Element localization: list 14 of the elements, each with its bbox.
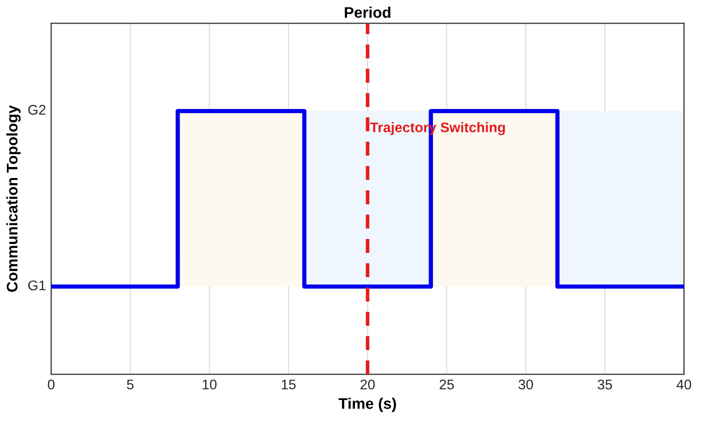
x-tick-label: 40 (676, 380, 692, 390)
x-tick-label: 0 (48, 380, 55, 390)
text: G2 (28, 104, 46, 115)
x-tick-label: 25 (440, 380, 454, 390)
x-tick-label: 10 (202, 380, 217, 390)
chart-title: Period (344, 6, 390, 18)
y-axis-title: Communication Topology (6, 105, 21, 292)
x-tick-label: 20 (360, 380, 375, 390)
x-axis-title: Time (s) (338, 398, 396, 412)
x-tick-label: 5 (126, 380, 134, 390)
text: G1 (28, 280, 46, 290)
x-tick-label: 30 (518, 380, 533, 390)
x-tick-label: 35 (598, 380, 612, 390)
x-tick-label: 15 (282, 380, 296, 390)
